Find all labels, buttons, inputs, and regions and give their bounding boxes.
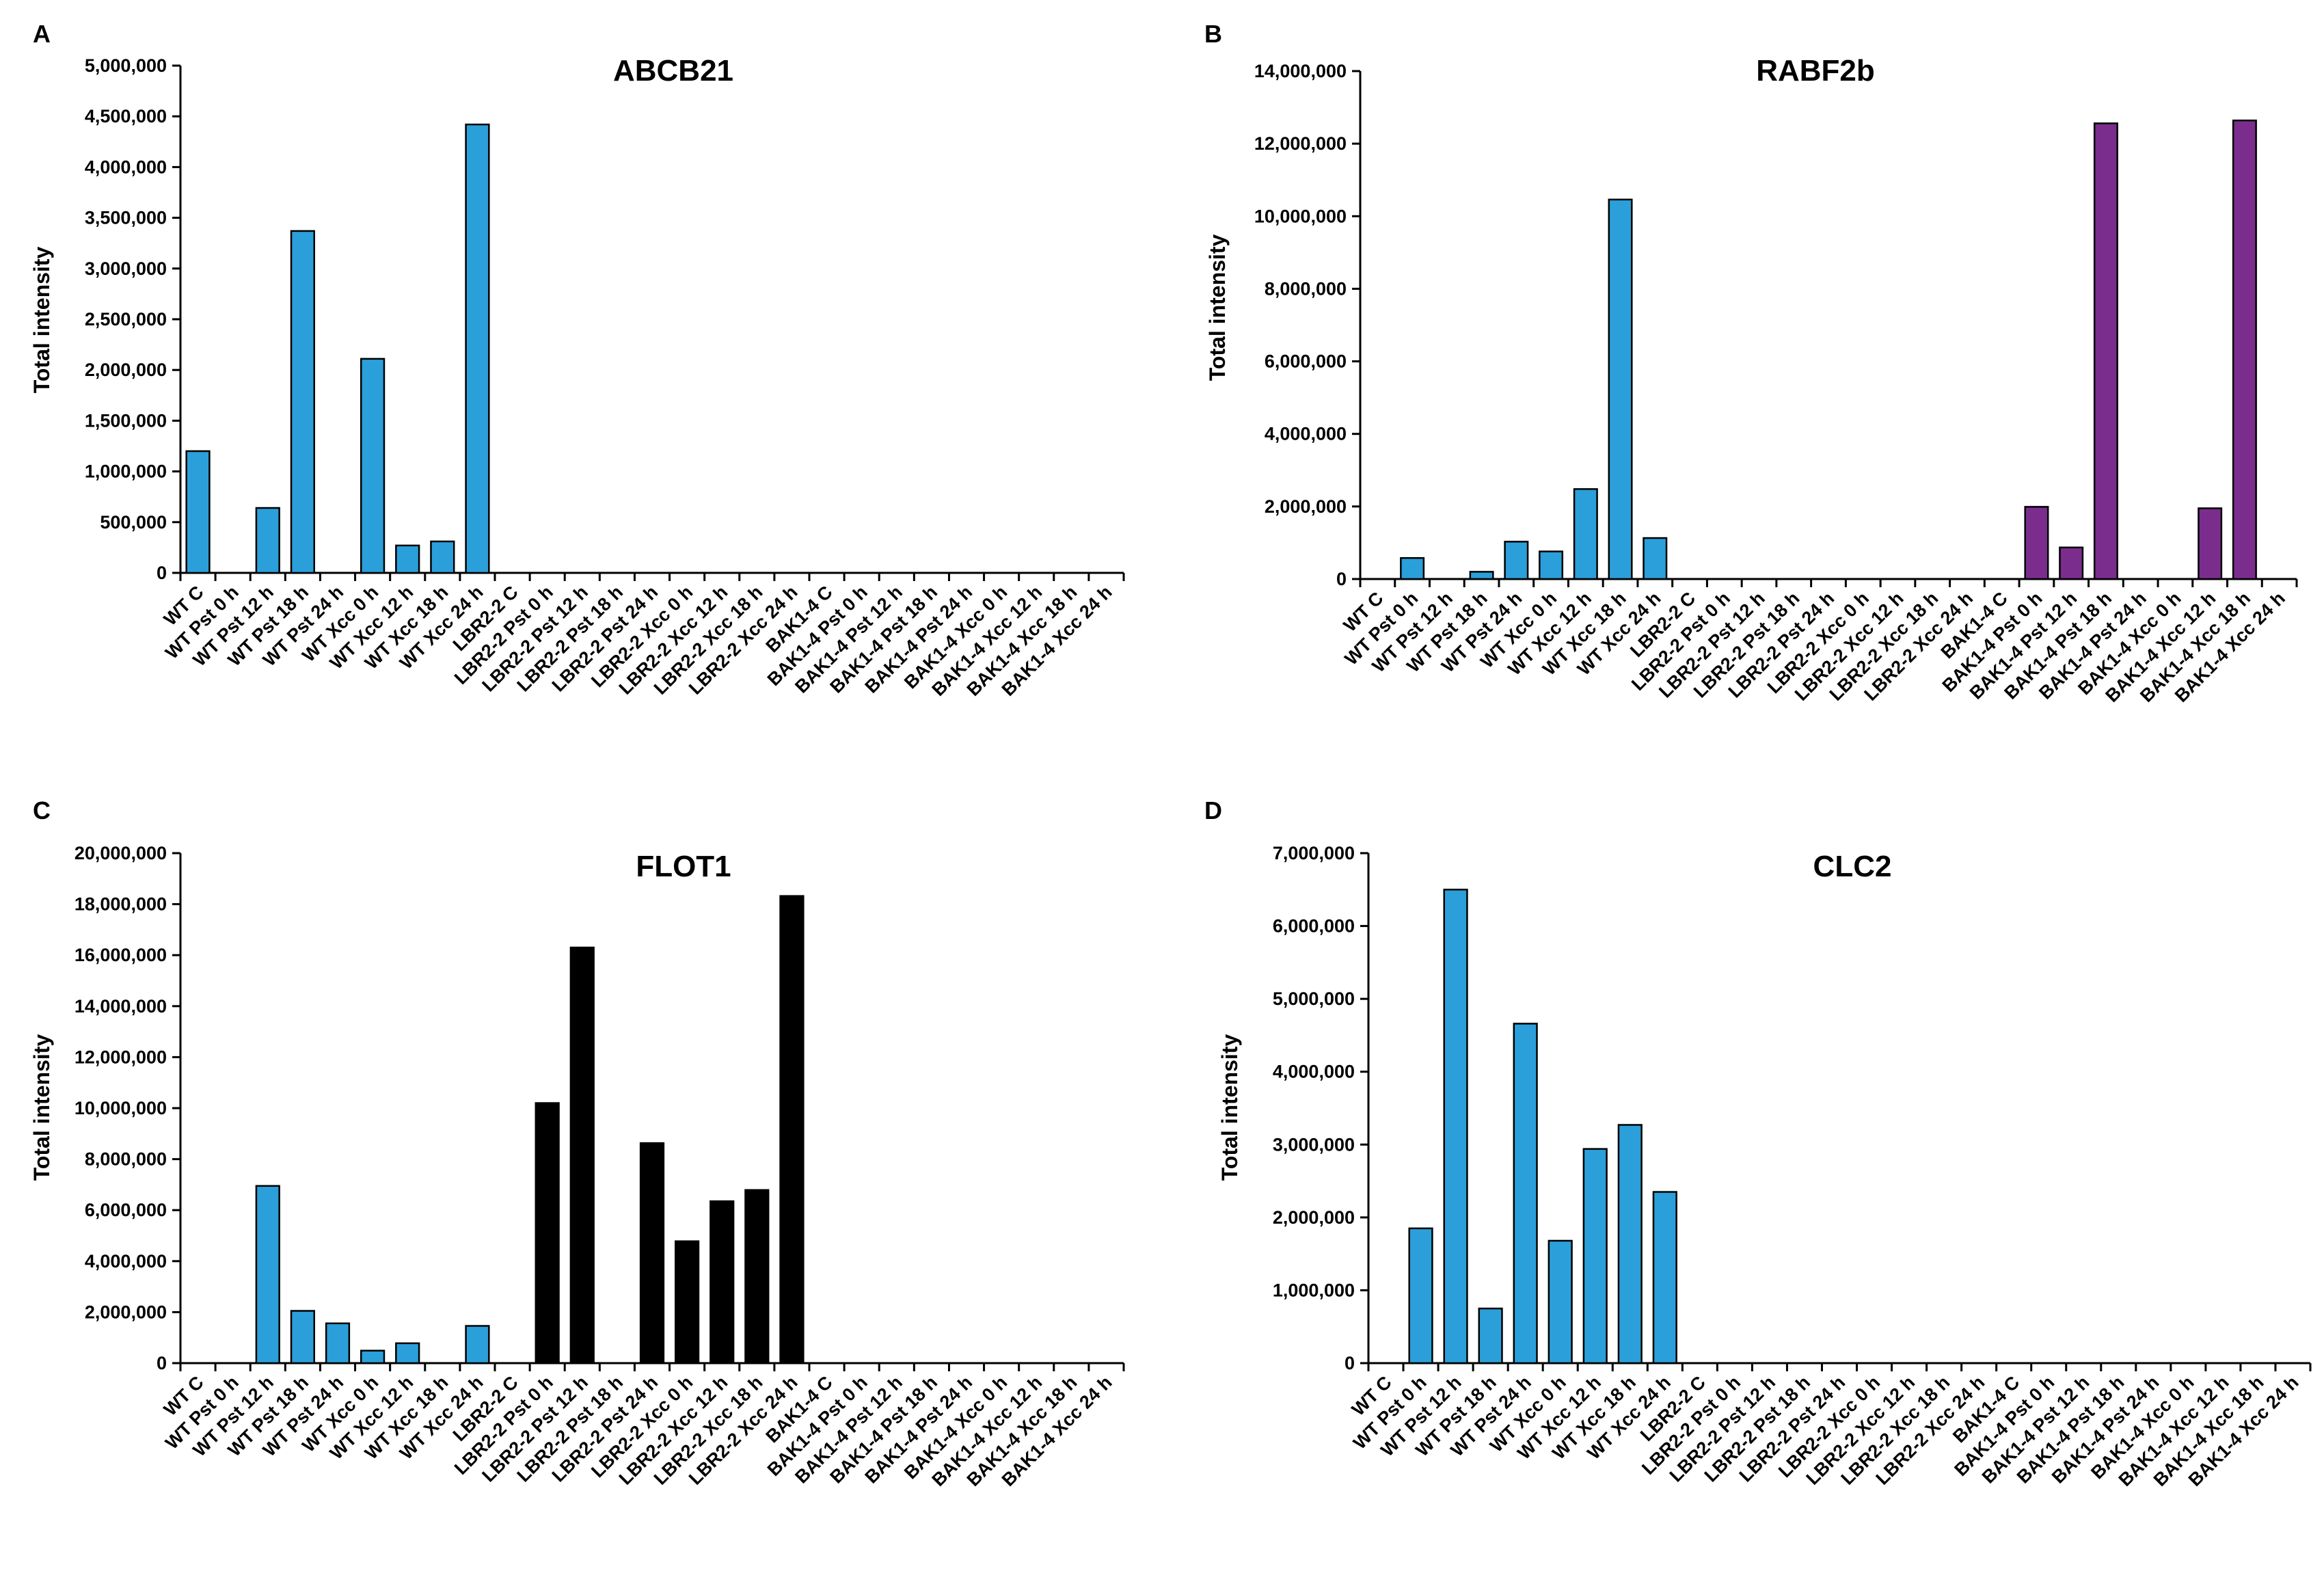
panel-b-y-tick-label: 0 xyxy=(1336,569,1347,589)
panel-c-bar xyxy=(569,946,595,1364)
panel-c-bar xyxy=(674,1240,700,1364)
panel-b-bar xyxy=(1643,537,1668,580)
panel-c-bar xyxy=(395,1342,420,1364)
panel-c-y-tick-label: 6,000,000 xyxy=(85,1200,167,1220)
panel-d-y-tick-label: 1,000,000 xyxy=(1273,1280,1355,1300)
panel-b-plot: 0 2,000,000 4,000,000 6,000,000 8,000,000 10,… xyxy=(1254,61,2298,706)
panel-c-bar xyxy=(639,1142,665,1364)
panel-d-bar xyxy=(1513,1023,1538,1364)
panel-b-y-tick-label: 6,000,000 xyxy=(1265,351,1347,372)
panel-a-y-tick-label: 4,000,000 xyxy=(85,157,167,177)
panel-b-bar xyxy=(1573,488,1598,580)
panel-c-y-tick-label: 12,000,000 xyxy=(75,1047,167,1067)
panel-c-y-tick-label: 4,000,000 xyxy=(85,1251,167,1272)
panel-c-bar xyxy=(255,1185,280,1364)
panel-a-letter: A xyxy=(33,20,51,48)
panel-a-y-tick-label: 1,000,000 xyxy=(85,461,167,482)
panel-a-bar xyxy=(255,507,280,574)
panel-c-letter: C xyxy=(33,796,51,824)
panel-a-y-tick-label: 4,500,000 xyxy=(85,106,167,126)
panel-a: A ABCB21 Total intensity 0 500,000 1,000,0… xyxy=(29,20,1125,700)
panel-a-title: ABCB21 xyxy=(613,54,733,88)
panel-d-y-tick-label: 0 xyxy=(1345,1353,1355,1373)
panel-d-bar xyxy=(1617,1124,1643,1364)
panel-b-bar xyxy=(1539,550,1564,580)
panel-c-bar xyxy=(465,1325,490,1364)
panel-a-bar xyxy=(465,123,490,574)
panel-a-y-tick-label: 3,500,000 xyxy=(85,208,167,228)
panel-b-y-tick-label: 4,000,000 xyxy=(1265,424,1347,444)
panel-b-y-tick-label: 10,000,000 xyxy=(1254,206,1347,226)
panel-b-y-axis-label: Total intensity xyxy=(1205,234,1230,381)
panel-a-y-tick-label: 500,000 xyxy=(100,512,167,533)
panel-b: B RABF2b Total intensity 0 2,000,000 4,000… xyxy=(1204,20,2298,706)
panel-c-bar xyxy=(744,1189,770,1364)
panel-c-bar xyxy=(779,895,805,1364)
panel-d-bar xyxy=(1408,1227,1433,1364)
panel-d-y-tick-label: 4,000,000 xyxy=(1273,1062,1355,1082)
panel-c-bar xyxy=(290,1310,316,1364)
panel-b-bar xyxy=(2024,506,2049,580)
panel-c-y-tick-label: 20,000,000 xyxy=(75,843,167,863)
panel-c-bar xyxy=(325,1322,351,1364)
panel-a-y-tick-label: 2,500,000 xyxy=(85,309,167,330)
panel-a-bar xyxy=(290,230,316,574)
panel-d-bar xyxy=(1548,1239,1573,1364)
panel-d-title: CLC2 xyxy=(1813,850,1892,883)
panel-b-y-tick-label: 8,000,000 xyxy=(1265,278,1347,299)
panel-a-y-tick-label: 1,500,000 xyxy=(85,410,167,431)
panel-a-y-axis-label: Total intensity xyxy=(29,247,54,394)
panel-d-y-axis-label: Total intensity xyxy=(1217,1034,1242,1181)
panel-d-y-tick-label: 2,000,000 xyxy=(1273,1207,1355,1228)
panel-a-y-tick-label: 2,000,000 xyxy=(85,360,167,380)
panel-b-bar xyxy=(1608,198,1633,580)
panel-d-y-tick-label: 7,000,000 xyxy=(1273,843,1355,863)
panel-d-bar xyxy=(1582,1148,1608,1364)
panel-d-bar xyxy=(1652,1191,1677,1364)
panel-d-letter: D xyxy=(1204,796,1222,824)
panel-a-plot: 0 500,000 1,000,000 1,500,000 2,000,000 2,500… xyxy=(85,55,1125,700)
panel-c: C FLOT1 Total intensity 0 2,000,000 4,000,… xyxy=(29,796,1125,1490)
panel-b-bar xyxy=(1400,556,1425,580)
panel-d-bar xyxy=(1443,889,1468,1364)
panel-d-y-tick-label: 6,000,000 xyxy=(1273,916,1355,937)
panel-b-bar xyxy=(1504,541,1529,580)
panel-a-bar xyxy=(185,450,211,574)
panel-c-y-axis-label: Total intensity xyxy=(29,1034,54,1181)
panel-c-bar xyxy=(535,1102,560,1364)
panel-b-y-tick-label: 2,000,000 xyxy=(1265,496,1347,517)
panel-a-y-tick-label: 0 xyxy=(157,563,167,583)
panel-c-title: FLOT1 xyxy=(636,850,731,883)
panel-c-y-tick-label: 10,000,000 xyxy=(75,1098,167,1118)
panel-b-bar xyxy=(2198,507,2223,580)
panel-b-bar xyxy=(2093,122,2118,580)
panel-d-y-tick-label: 3,000,000 xyxy=(1273,1134,1355,1155)
panel-b-bar xyxy=(2059,546,2084,580)
panel-c-y-tick-label: 18,000,000 xyxy=(75,894,167,915)
panel-d-plot: 0 1,000,000 2,000,000 3,000,000 4,000,000 5,0… xyxy=(1273,843,2312,1490)
panel-c-plot: 0 2,000,000 4,000,000 6,000,000 8,000,000 10,… xyxy=(75,843,1125,1490)
panel-a-bar xyxy=(430,540,455,574)
panel-c-y-tick-label: 8,000,000 xyxy=(85,1149,167,1170)
panel-b-bar xyxy=(1469,571,1494,580)
panel-a-y-tick-label: 5,000,000 xyxy=(85,55,167,76)
panel-d: D CLC2 Total intensity 0 1,000,000 2,000,0… xyxy=(1204,796,2312,1490)
panel-b-title: RABF2b xyxy=(1756,54,1875,88)
panel-b-bar xyxy=(2232,119,2257,580)
panel-c-bar xyxy=(710,1200,735,1364)
panel-d-bar xyxy=(1478,1307,1503,1364)
panel-c-y-tick-label: 2,000,000 xyxy=(85,1302,167,1322)
panel-c-y-tick-label: 14,000,000 xyxy=(75,996,167,1017)
panel-c-bar xyxy=(360,1349,386,1364)
panel-d-y-tick-label: 5,000,000 xyxy=(1273,989,1355,1009)
panel-b-y-tick-label: 12,000,000 xyxy=(1254,133,1347,154)
panel-b-y-tick-label: 14,000,000 xyxy=(1254,61,1347,81)
panel-c-y-tick-label: 0 xyxy=(157,1353,167,1373)
panel-b-letter: B xyxy=(1204,20,1222,48)
panel-a-bar xyxy=(395,544,420,574)
panel-a-bar xyxy=(360,358,386,574)
panel-c-y-tick-label: 16,000,000 xyxy=(75,945,167,965)
panel-a-y-tick-label: 3,000,000 xyxy=(85,258,167,279)
